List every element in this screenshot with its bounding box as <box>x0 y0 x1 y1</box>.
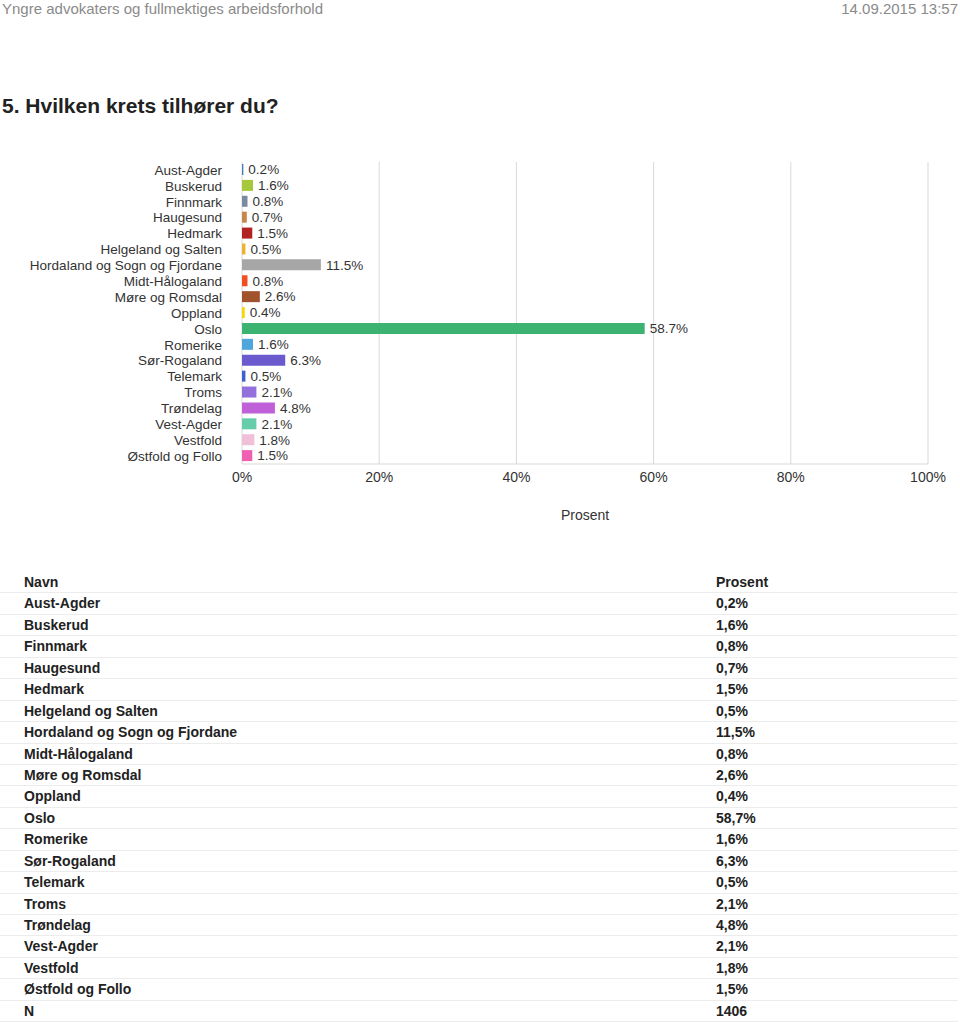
html-text:0,8%: 0,8% <box>716 745 748 762</box>
svg-text:0.5%: 0.5% <box>250 369 281 384</box>
svg-text:0.2%: 0.2% <box>248 162 279 177</box>
svg-text:1.6%: 1.6% <box>258 337 289 352</box>
html-text:Trøndelag: Trøndelag <box>24 917 91 933</box>
html-text:Møre og Romsdal: Møre og Romsdal <box>24 766 142 783</box>
svg-text:0.8%: 0.8% <box>252 274 283 289</box>
html-text:Prosent: Prosent <box>716 574 769 590</box>
html-text:1,5%: 1,5% <box>716 681 748 698</box>
svg-text:1.6%: 1.6% <box>258 178 289 193</box>
svg-text:6.3%: 6.3% <box>290 353 321 368</box>
svg-text:Møre og Romsdal: Møre og Romsdal <box>115 290 222 305</box>
html-text:1,5%: 1,5% <box>716 981 748 998</box>
html-text:1,6%: 1,6% <box>716 831 748 848</box>
svg-text:Troms: Troms <box>184 385 222 400</box>
html-text:Østfold og Follo: Østfold og Follo <box>24 981 132 998</box>
svg-text:Oslo: Oslo <box>194 322 222 337</box>
html-text:Aust-Agder: Aust-Agder <box>24 595 101 612</box>
svg-text:Trøndelag: Trøndelag <box>161 401 222 416</box>
html-text:0,7%: 0,7% <box>716 659 748 676</box>
svg-text:4.8%: 4.8% <box>280 401 311 416</box>
html-text:Sør-Rogaland: Sør-Rogaland <box>24 852 116 869</box>
html-text:1,6%: 1,6% <box>716 616 748 633</box>
svg-text:0.7%: 0.7% <box>252 210 283 225</box>
svg-text:Østfold og Follo: Østfold og Follo <box>127 449 222 464</box>
svg-text:2.1%: 2.1% <box>261 417 292 432</box>
svg-text:Helgeland og Salten: Helgeland og Salten <box>100 242 222 257</box>
html-text:2,6%: 2,6% <box>716 766 748 783</box>
html-text:Troms: Troms <box>24 895 66 912</box>
svg-text:1.8%: 1.8% <box>259 433 290 448</box>
svg-text:Prosent: Prosent <box>561 507 609 523</box>
svg-text:0.5%: 0.5% <box>250 242 281 257</box>
html-text:Oslo: Oslo <box>24 809 56 826</box>
html-text:0,4%: 0,4% <box>716 788 748 805</box>
svg-text:Vest-Agder: Vest-Agder <box>155 417 222 432</box>
html-text:Vestfold: Vestfold <box>24 959 79 976</box>
svg-text:Telemark: Telemark <box>167 369 222 384</box>
html-text:Midt-Hålogaland: Midt-Hålogaland <box>24 745 133 762</box>
svg-text:Hordaland og Sogn og Fjordane: Hordaland og Sogn og Fjordane <box>30 258 222 273</box>
html-text:1,8%: 1,8% <box>716 959 748 976</box>
html-text:Haugesund: Haugesund <box>24 659 101 676</box>
svg-text:0%: 0% <box>232 469 252 485</box>
svg-text:Haugesund: Haugesund <box>153 210 222 225</box>
html-text:Romerike: Romerike <box>24 831 88 848</box>
svg-text:0.4%: 0.4% <box>250 305 281 320</box>
html-text:Buskerud: Buskerud <box>24 616 89 633</box>
html-text:Hedmark: Hedmark <box>24 681 84 698</box>
html-text:11,5%: 11,5% <box>716 724 755 741</box>
html-text:0,5%: 0,5% <box>716 874 748 891</box>
html-text:Hordaland og Sogn og Fjordane: Hordaland og Sogn og Fjordane <box>24 724 238 741</box>
svg-text:11.5%: 11.5% <box>326 258 363 273</box>
svg-text:Midt-Hålogaland: Midt-Hålogaland <box>124 274 222 289</box>
svg-text:40%: 40% <box>502 469 530 485</box>
html-text:Yngre advokaters og fullmektig: Yngre advokaters og fullmektiges arbeids… <box>2 0 323 17</box>
html-text:N: N <box>24 1002 35 1019</box>
svg-text:2.6%: 2.6% <box>265 289 296 304</box>
html-text:0,5%: 0,5% <box>716 702 748 719</box>
svg-text:Vestfold: Vestfold <box>174 433 222 448</box>
svg-text:Hedmark: Hedmark <box>167 226 222 241</box>
html-text:Vest-Agder: Vest-Agder <box>24 938 98 955</box>
html-text:Oppland: Oppland <box>24 788 81 805</box>
html-text:5. Hvilken krets tilhører du?: 5. Hvilken krets tilhører du? <box>2 94 279 117</box>
html-text:4,8%: 4,8% <box>716 917 748 933</box>
html-text:0,8%: 0,8% <box>716 638 748 655</box>
html-text:Navn: Navn <box>24 574 59 590</box>
svg-text:Buskerud: Buskerud <box>165 179 222 194</box>
svg-text:60%: 60% <box>640 469 668 485</box>
svg-text:58.7%: 58.7% <box>650 321 688 336</box>
html-text:14.09.2015 13:57: 14.09.2015 13:57 <box>841 0 958 17</box>
svg-text:80%: 80% <box>777 469 805 485</box>
svg-text:20%: 20% <box>365 469 393 485</box>
html-text:58,7%: 58,7% <box>716 809 756 826</box>
html-text:0,2%: 0,2% <box>716 595 748 612</box>
html-text:6,3%: 6,3% <box>716 852 748 869</box>
svg-text:Aust-Agder: Aust-Agder <box>154 163 222 178</box>
svg-text:Finnmark: Finnmark <box>166 195 223 210</box>
svg-text:0.8%: 0.8% <box>252 194 283 209</box>
html-text:2,1%: 2,1% <box>716 938 748 955</box>
svg-text:2.1%: 2.1% <box>261 385 292 400</box>
svg-text:1.5%: 1.5% <box>257 226 288 241</box>
html-text:2,1%: 2,1% <box>716 895 748 912</box>
html-text:Finnmark: Finnmark <box>24 638 87 655</box>
svg-text:100%: 100% <box>910 469 946 485</box>
html-text:Helgeland og Salten: Helgeland og Salten <box>24 702 158 719</box>
svg-text:1.5%: 1.5% <box>257 448 288 463</box>
svg-text:Romerike: Romerike <box>164 338 222 353</box>
html-text:Telemark: Telemark <box>24 874 85 891</box>
svg-text:Sør-Rogaland: Sør-Rogaland <box>138 353 222 368</box>
svg-text:Oppland: Oppland <box>171 306 222 321</box>
html-text:1406: 1406 <box>716 1002 748 1019</box>
